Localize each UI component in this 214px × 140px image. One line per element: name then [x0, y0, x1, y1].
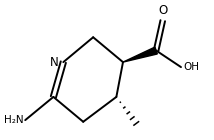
Text: O: O [158, 4, 167, 17]
Text: N: N [50, 56, 58, 69]
Text: H₂N: H₂N [4, 115, 24, 125]
Text: OH: OH [183, 62, 199, 72]
Polygon shape [123, 47, 157, 62]
